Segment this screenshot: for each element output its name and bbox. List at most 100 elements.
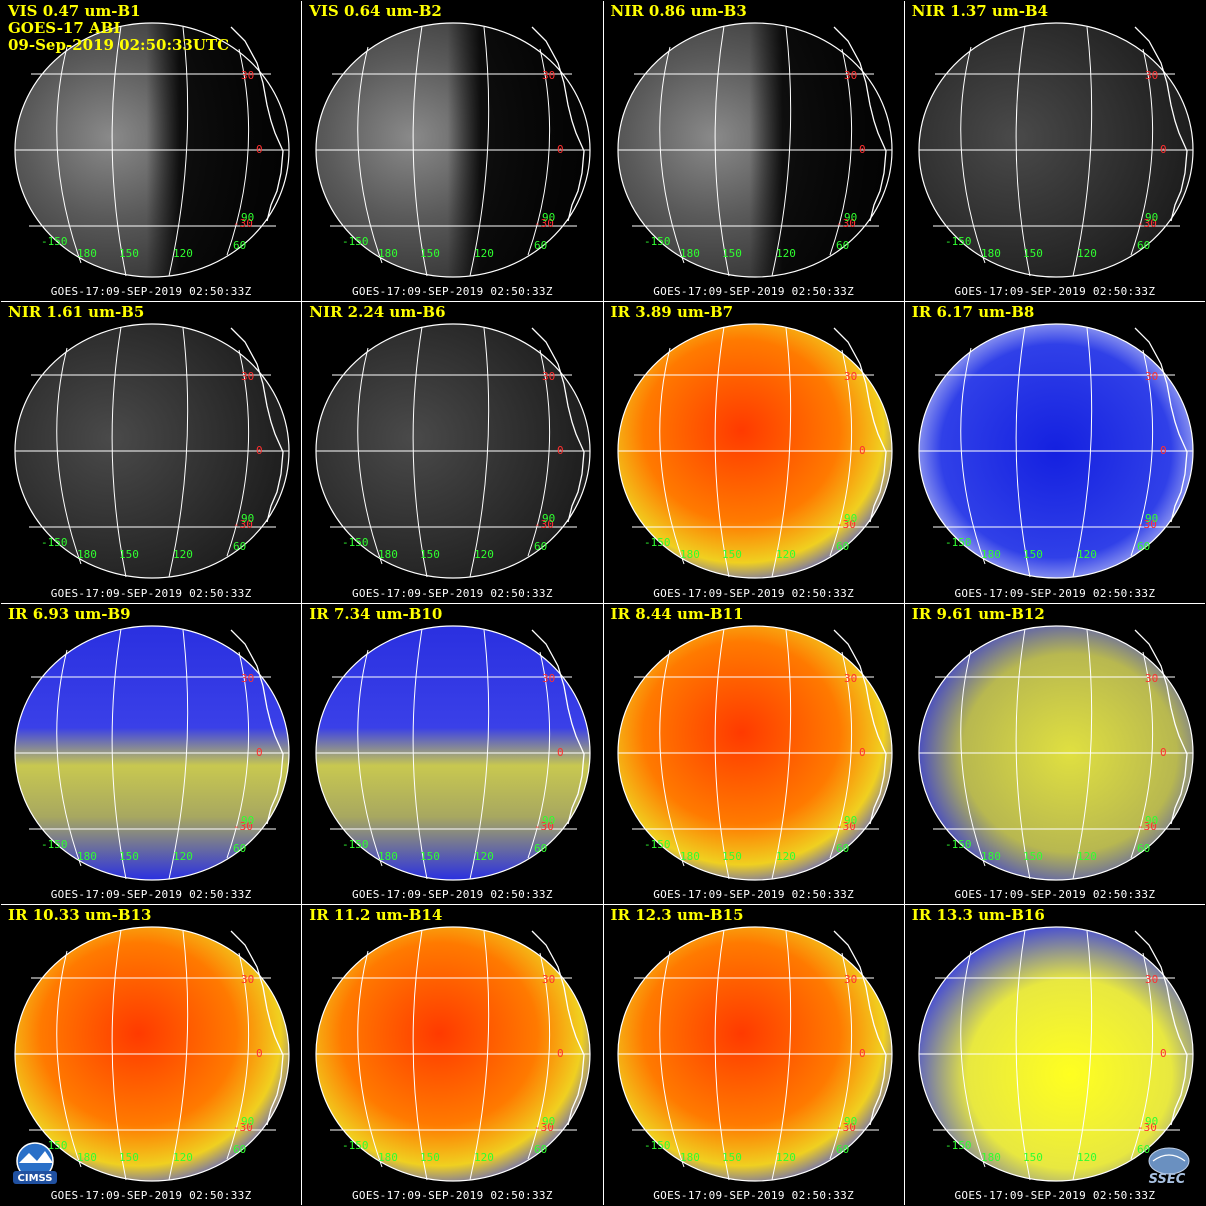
longitude-label: -150 (342, 235, 369, 248)
longitude-label: 120 (474, 247, 494, 260)
longitude-label: 120 (173, 247, 193, 260)
longitude-label: 120 (776, 1151, 796, 1164)
latitude-label: 30 (844, 672, 857, 685)
longitude-label: 90 (241, 512, 254, 525)
coastline (833, 629, 887, 824)
longitude-label: 90 (241, 211, 254, 224)
band-panel: 30 0 -30 90 -150 180 150 120 60 NIR 2.24 um-B6 GOE… (302, 302, 603, 603)
timestamp-caption: GOES-17:09-SEP-2019 02:50:33Z (50, 586, 252, 600)
meridian-line (357, 348, 383, 565)
longitude-label: -150 (945, 1139, 972, 1152)
meridian-line (1130, 350, 1153, 557)
longitude-label: 150 (420, 548, 440, 561)
longitude-label: 150 (722, 850, 742, 863)
meridian-line (56, 46, 82, 264)
coastline (833, 930, 887, 1125)
coastline (1134, 930, 1188, 1125)
meridian-line (412, 327, 428, 578)
latitude-label: 30 (241, 69, 254, 82)
timestamp-caption: GOES-17:09-SEP-2019 02:50:33Z (653, 1189, 854, 1202)
longitude-label: 180 (981, 1151, 1001, 1164)
longitude-label: 180 (378, 850, 398, 863)
meridian-line (111, 929, 127, 1180)
longitude-label: 150 (722, 1151, 742, 1164)
latitude-label: -30 (233, 820, 253, 833)
band-name: NIR 2.24 um-B6 (309, 303, 446, 322)
meridian-line (714, 929, 729, 1180)
latitude-label: -30 (1137, 518, 1157, 531)
longitude-label: 120 (1077, 850, 1097, 863)
band-name: IR 3.89 um-B7 (610, 303, 734, 322)
longitude-label: -150 (945, 235, 972, 248)
longitude-label: 180 (981, 548, 1001, 561)
band-panel: 30 0 -30 90 -150 180 150 120 60 IR 8.44 um-B11 GOE… (603, 603, 904, 904)
timestamp-caption: GOES-17:09-SEP-2019 02:50:33Z (653, 887, 854, 901)
band-title: NIR 1.61 um-B5 (8, 304, 144, 321)
meridian-line (226, 350, 250, 557)
longitude-label: -150 (644, 235, 671, 248)
latitude-label: 30 (241, 370, 254, 383)
timestamp-caption: GOES-17:09-SEP-2019 02:50:33Z (954, 1189, 1156, 1202)
longitude-label: -150 (644, 838, 671, 851)
longitude-label: 180 (77, 247, 97, 260)
latitude-label: -30 (1137, 217, 1157, 230)
meridian-line (1130, 651, 1153, 858)
meridian-line (111, 25, 127, 277)
longitude-label: 150 (722, 247, 742, 260)
band-name: IR 8.44 um-B11 (610, 604, 744, 623)
longitude-label: 90 (844, 814, 857, 827)
band-name: IR 6.93 um-B9 (8, 604, 131, 623)
band-title: IR 12.3 um-B15 (611, 906, 744, 924)
meridian-line (771, 930, 791, 1180)
band-title: IR 7.34 um-B10 (309, 605, 442, 623)
latitude-label: -30 (836, 1121, 856, 1134)
band-name: VIS 0.64 um-B2 (309, 2, 442, 20)
longitude-label: 60 (534, 239, 547, 252)
meridian-line (1072, 930, 1092, 1180)
cimss-logo: CIMSS (13, 1142, 57, 1184)
meridian-line (226, 651, 250, 858)
meridian-line (527, 48, 551, 256)
band-panel: 30 0 -30 90 -150 180 150 120 60 IR 10.33 um-B13 GO… (1, 904, 302, 1205)
svg-text:CIMSS: CIMSS (18, 1173, 53, 1184)
longitude-label: -150 (945, 536, 972, 549)
latitude-label: 0 (557, 1047, 564, 1060)
longitude-label: 60 (233, 842, 246, 855)
timestamp-caption: GOES-17:09-SEP-2019 02:50:33Z (954, 887, 1156, 901)
svg-text:SSEC: SSEC (1149, 1172, 1186, 1187)
meridian-line (469, 930, 490, 1180)
band-title: VIS 0.47 um-B1 GOES-17 ABI 09-Sep-2019 02:… (8, 3, 229, 54)
longitude-label: 180 (378, 247, 398, 260)
ssec-logo: SSEC (1148, 1147, 1190, 1187)
band-title: IR 10.33 um-B13 (8, 906, 151, 924)
timestamp-caption: GOES-17:09-SEP-2019 02:50:33Z (351, 586, 553, 600)
meridian-line (829, 48, 852, 256)
longitude-label: 90 (241, 814, 254, 827)
band-name: NIR 0.86 um-B3 (610, 2, 747, 20)
meridian-line (56, 348, 82, 565)
band-name: NIR 1.61 um-B5 (8, 303, 145, 322)
meridian-line (829, 952, 852, 1159)
longitude-label: 150 (1023, 247, 1043, 260)
coastline (230, 26, 284, 222)
latitude-label: 30 (1145, 672, 1158, 685)
latitude-label: 0 (557, 746, 564, 759)
timestamp-caption: GOES-17:09-SEP-2019 02:50:33Z (351, 1189, 553, 1202)
band-panel: 30 0 -30 90 -150 180 150 120 60 VIS 0.64 um-B2 GOE… (302, 1, 603, 302)
band-title: VIS 0.64 um-B2 (309, 3, 442, 20)
longitude-label: 60 (836, 842, 849, 855)
timestamp-caption: GOES-17:09-SEP-2019 02:50:33Z (50, 887, 252, 901)
meridian-line (527, 350, 551, 557)
longitude-label: 180 (77, 1151, 97, 1164)
longitude-label: 180 (378, 548, 398, 561)
latitude-label: -30 (534, 217, 554, 230)
meridian-line (1015, 628, 1031, 879)
band-panel: 30 0 -30 90 -150 180 150 120 60 IR 6.17 um-B8 GOES… (904, 302, 1205, 603)
latitude-label: -30 (534, 1121, 554, 1134)
longitude-label: 180 (981, 850, 1001, 863)
